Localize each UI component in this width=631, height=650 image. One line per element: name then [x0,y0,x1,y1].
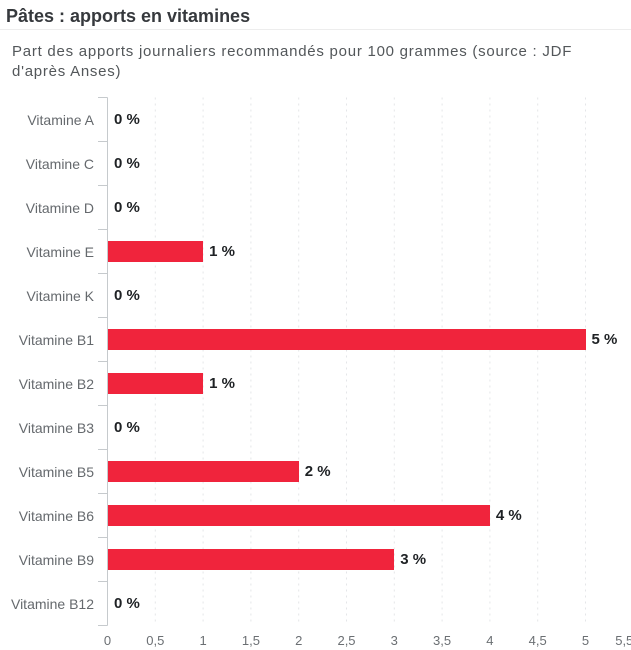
value-label: 1 % [209,374,235,392]
value-label: 2 % [304,462,331,480]
x-axis-label: 5 [581,632,590,648]
value-label: 0 % [114,110,140,128]
chart-title: Pâtes : apports en vitamines [6,6,251,26]
x-axis-label: 0 [103,632,112,648]
value-label: 0 % [114,418,140,436]
x-axis-label: 3,5 [433,632,452,648]
value-label: 0 % [114,154,140,172]
category-label: Vitamine K [26,287,94,304]
x-axis-label: 2 [295,632,303,648]
value-label: 4 % [495,506,522,524]
bar [108,373,204,394]
value-label: 0 % [114,594,140,612]
title-divider [0,29,631,30]
bar [108,329,586,350]
category-label: Vitamine B5 [18,463,94,480]
value-label: 0 % [114,286,140,304]
bar [108,549,395,570]
x-axis-label: 4 [486,632,494,648]
category-label: Vitamine B6 [18,507,94,524]
value-label: 1 % [209,242,235,260]
category-label: Vitamine A [27,111,94,128]
category-label: Vitamine B3 [18,419,94,436]
value-label: 3 % [400,550,427,568]
bar [108,461,299,482]
x-axis-label: 5,5 [615,632,631,648]
x-axis-label: 4,5 [528,632,547,648]
value-label: 0 % [114,198,140,216]
x-axis-label: 3 [390,632,398,648]
category-label: Vitamine B12 [10,595,94,612]
category-label: Vitamine C [25,155,94,172]
bar [108,241,204,262]
chart-subtitle: Part des apports journaliers recommandés… [12,42,573,80]
category-label: Vitamine E [26,243,94,260]
value-label: 5 % [591,330,618,348]
x-axis-label: 2,5 [337,632,356,648]
category-label: Vitamine B9 [18,551,94,568]
x-axis-label: 1,5 [241,632,260,648]
x-axis-label: 1 [199,632,207,648]
x-axis-label: 0,5 [146,632,165,648]
category-label: Vitamine B2 [18,375,94,392]
category-label: Vitamine D [25,199,94,216]
bar [108,505,490,526]
category-label: Vitamine B1 [18,331,94,348]
